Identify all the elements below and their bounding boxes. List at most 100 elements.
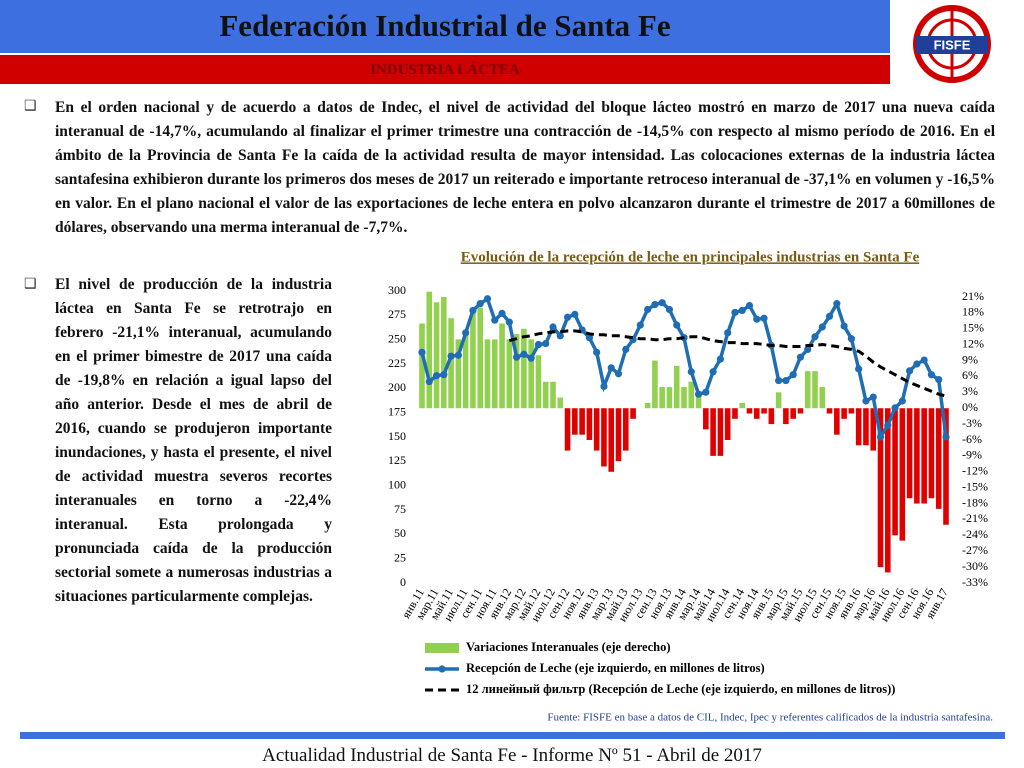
- bar: [717, 408, 724, 456]
- bar: [644, 402, 651, 409]
- bar: [484, 339, 491, 409]
- point: [942, 433, 950, 441]
- bar: [673, 365, 680, 409]
- bar: [550, 381, 556, 409]
- bar: [819, 387, 826, 409]
- y-tick-label: 225: [388, 356, 406, 370]
- point: [432, 372, 441, 380]
- bar: [906, 408, 913, 499]
- bar: [703, 408, 709, 430]
- bar: [732, 408, 738, 419]
- y2-tick-label: -6%: [962, 432, 982, 446]
- point: [556, 332, 564, 340]
- bar: [877, 408, 884, 568]
- bar: [659, 387, 665, 409]
- bar: [928, 408, 935, 499]
- trend-line: [508, 329, 947, 398]
- point: [876, 433, 885, 441]
- y2-tick-label: 12%: [962, 336, 984, 350]
- point: [709, 368, 717, 376]
- point: [447, 352, 455, 360]
- logo: FISFE: [913, 5, 991, 83]
- bar: [586, 408, 593, 440]
- source: Fuente: FISFE en base a datos de CIL, In…: [547, 712, 993, 724]
- bar: [666, 387, 673, 409]
- bullet: ❑: [24, 277, 37, 292]
- bar: [506, 339, 513, 409]
- bar: [768, 408, 775, 425]
- point: [651, 301, 659, 309]
- y2-tick-label: 21%: [962, 289, 984, 303]
- bar: [426, 291, 433, 409]
- y-tick-label: 200: [388, 380, 406, 394]
- bar: [884, 408, 891, 573]
- title: Federación Industrial de Santa Fe: [219, 8, 671, 43]
- bar: [739, 402, 746, 409]
- point: [775, 376, 783, 385]
- bar: [557, 397, 564, 409]
- point: [600, 382, 608, 390]
- point: [716, 355, 724, 363]
- logo-text: FISFE: [934, 37, 971, 52]
- bar: [513, 334, 520, 409]
- bar: [528, 339, 534, 409]
- header-bar: [0, 0, 890, 53]
- point: [869, 393, 877, 401]
- bar: [542, 381, 549, 409]
- y2-tick-label: 9%: [962, 352, 978, 366]
- bar: [790, 408, 796, 419]
- bar: [753, 408, 760, 419]
- y-tick-label: 150: [388, 429, 406, 443]
- subtitle: INDUSTRIA LÁCTEA: [370, 62, 520, 78]
- point: [753, 315, 761, 323]
- bar: [724, 408, 731, 440]
- bar: [775, 392, 782, 409]
- point: [636, 321, 644, 329]
- bar: [601, 408, 607, 467]
- bar: [572, 408, 578, 435]
- point: [585, 334, 593, 342]
- y2-tick-label: -33%: [962, 575, 988, 589]
- bar: [855, 408, 862, 446]
- point: [483, 295, 492, 303]
- point: [847, 335, 855, 343]
- bar: [688, 381, 695, 409]
- point: [673, 321, 681, 329]
- point: [607, 364, 615, 372]
- point: [622, 345, 630, 353]
- point: [534, 340, 543, 349]
- y-tick-label: 125: [388, 453, 406, 467]
- point: [549, 323, 557, 331]
- bar: [841, 408, 847, 419]
- bar: [455, 339, 462, 409]
- y2-tick-label: -15%: [962, 479, 988, 493]
- bar: [433, 302, 440, 409]
- footer-bar: [20, 732, 1005, 739]
- point: [702, 388, 710, 396]
- y-tick-label: 175: [388, 404, 406, 418]
- point: [891, 404, 899, 412]
- y2-tick-label: -3%: [962, 416, 982, 430]
- bar: [921, 408, 927, 504]
- bar: [761, 408, 767, 414]
- point: [920, 356, 928, 364]
- point: [724, 329, 732, 337]
- y2-tick-label: -30%: [962, 559, 988, 573]
- legend-item: 12 линейный фильтр (Recepción de Leche (…: [425, 682, 895, 696]
- legend-item: Variaciones Interanuales (eje derecho): [425, 640, 670, 654]
- chart-title: Evolución de la recepción de leche en pr…: [461, 249, 920, 265]
- bar: [491, 339, 498, 409]
- y2-tick-label: 0%: [962, 400, 978, 414]
- bar: [812, 371, 818, 409]
- point: [796, 353, 805, 361]
- bar: [826, 408, 833, 414]
- point: [644, 305, 652, 314]
- point: [469, 306, 477, 315]
- point: [687, 368, 695, 376]
- bar: [899, 408, 906, 541]
- bar: [804, 371, 811, 409]
- y2-tick-label: -18%: [962, 495, 988, 509]
- point: [418, 348, 426, 356]
- point: [855, 365, 863, 373]
